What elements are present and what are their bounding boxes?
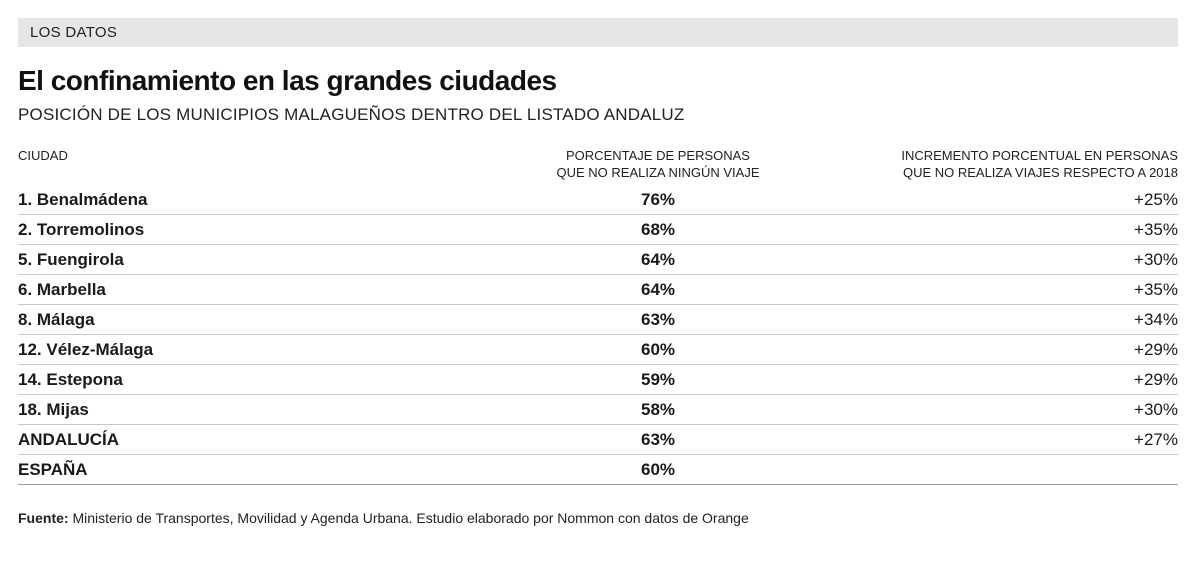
table-row: 8. Málaga 63% +34%	[18, 305, 1178, 335]
row-city: 12. Vélez-Málaga	[18, 340, 154, 359]
row-percentage: 63%	[640, 430, 676, 449]
header-increase: INCREMENTO PORCENTUAL EN PERSONAS QUE NO…	[901, 147, 1178, 181]
header-percentage-line1: PORCENTAJE DE PERSONAS	[566, 148, 750, 163]
row-city: 1. Benalmádena	[18, 190, 148, 209]
header-city: CIUDAD	[18, 148, 68, 163]
table-row: 12. Vélez-Málaga 60% +29%	[18, 335, 1178, 365]
table-row: 1. Benalmádena 76% +25%	[18, 185, 1178, 215]
chart-title: El confinamiento en las grandes ciudades	[18, 65, 557, 96]
header-increase-line1: INCREMENTO PORCENTUAL EN PERSONAS	[901, 148, 1178, 163]
row-increase: +27%	[1134, 430, 1178, 449]
row-increase: +29%	[1134, 340, 1178, 359]
row-percentage: 60%	[640, 460, 676, 479]
table-body: 1. Benalmádena 76% +25% 2. Torremolinos 68% +…	[18, 185, 1178, 485]
table-row: 5. Fuengirola 64% +30%	[18, 245, 1178, 275]
header-percentage: PORCENTAJE DE PERSONAS QUE NO REALIZA NI…	[538, 147, 778, 181]
row-percentage: 64%	[640, 250, 676, 269]
row-percentage: 63%	[640, 310, 676, 329]
table-row: 18. Mijas 58% +30%	[18, 395, 1178, 425]
table-row: 6. Marbella 64% +35%	[18, 275, 1178, 305]
header-increase-line2: QUE NO REALIZA VIAJES RESPECTO A 2018	[902, 165, 1178, 180]
infographic: LOS DATOS El confinamiento en las grande…	[18, 18, 1178, 526]
row-percentage: 68%	[640, 220, 676, 239]
row-percentage: 76%	[640, 190, 676, 209]
header-percentage-line2: QUE NO REALIZA NINGÚN VIAJE	[556, 165, 760, 180]
row-increase: +30%	[1134, 250, 1178, 269]
row-increase: +30%	[1134, 400, 1178, 419]
row-city: 5. Fuengirola	[18, 250, 124, 269]
row-city: 14. Estepona	[18, 370, 123, 389]
row-city: 2. Torremolinos	[18, 220, 145, 239]
row-city: 18. Mijas	[18, 400, 89, 419]
row-percentage: 64%	[640, 280, 676, 299]
source-label: Fuente:	[18, 510, 69, 526]
row-percentage: 60%	[640, 340, 676, 359]
chart-subtitle: POSICIÓN DE LOS MUNICIPIOS MALAGUEÑOS DE…	[18, 105, 685, 124]
row-increase: +29%	[1134, 370, 1178, 389]
row-city: ESPAÑA	[18, 460, 88, 479]
table-row: 14. Estepona 59% +29%	[18, 365, 1178, 395]
source-text: Ministerio de Transportes, Movilidad y A…	[68, 510, 749, 526]
row-increase: +34%	[1134, 310, 1178, 329]
row-increase: +35%	[1134, 280, 1178, 299]
row-city: 6. Marbella	[18, 280, 106, 299]
table-row: 2. Torremolinos 68% +35%	[18, 215, 1178, 245]
table-row: ESPAÑA 60%	[18, 455, 1178, 485]
source-footer: Fuente: Ministerio de Transportes, Movil…	[18, 510, 1178, 526]
row-percentage: 59%	[640, 370, 676, 389]
row-percentage: 58%	[640, 400, 676, 419]
row-city: ANDALUCÍA	[18, 430, 120, 449]
row-increase: +35%	[1134, 220, 1178, 239]
row-increase: +25%	[1134, 190, 1178, 209]
table-row: ANDALUCÍA 63% +27%	[18, 425, 1178, 455]
row-city: 8. Málaga	[18, 310, 95, 329]
section-label: LOS DATOS	[18, 18, 1178, 47]
table-header: CIUDAD PORCENTAJE DE PERSONAS QUE NO REA…	[18, 147, 1178, 183]
